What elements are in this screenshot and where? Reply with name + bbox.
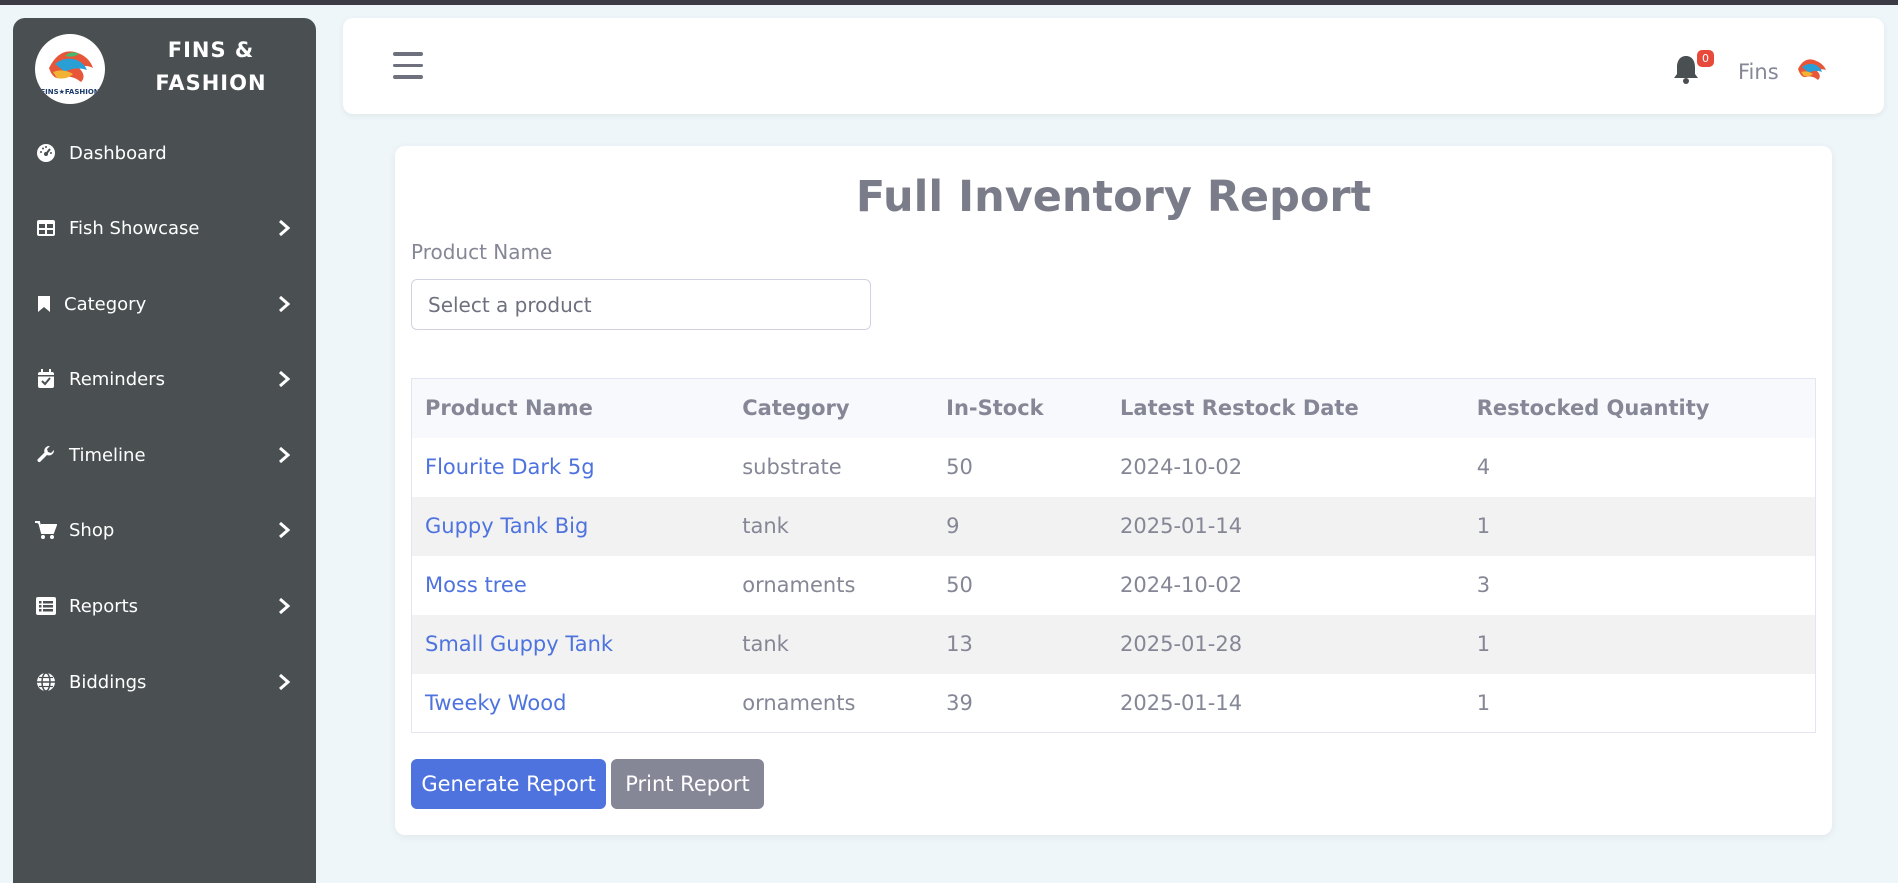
sidebar-item-label: Reports: [69, 595, 139, 617]
product-name-link[interactable]: Flourite Dark 5g: [411, 437, 730, 497]
table-header-row: Product Name Category In-Stock Latest Re…: [411, 378, 1816, 438]
svg-text:FINS★FASHION: FINS★FASHION: [40, 88, 99, 96]
sidebar-item-label: Shop: [69, 519, 115, 541]
sidebar-item-label: Biddings: [69, 671, 147, 693]
column-header-latest-restock-date[interactable]: Latest Restock Date: [1107, 378, 1464, 438]
in-stock-cell: 50: [933, 555, 1108, 615]
chevron-right-icon: [276, 294, 292, 314]
category-cell: substrate: [729, 437, 934, 497]
column-header-restocked-quantity[interactable]: Restocked Quantity: [1463, 378, 1816, 438]
wrench-icon: [35, 444, 57, 466]
inventory-report-card: Full Inventory Report Product Name Selec…: [395, 146, 1832, 835]
category-cell: ornaments: [729, 555, 934, 615]
sidebar-item-reminders[interactable]: Reminders: [13, 349, 316, 409]
window-top-strip: [0, 0, 1898, 5]
generate-report-button[interactable]: Generate Report: [411, 759, 606, 809]
sidebar-item-label: Timeline: [69, 444, 146, 466]
calendar-check-icon: [35, 368, 57, 390]
chevron-right-icon: [276, 672, 292, 692]
chevron-right-icon: [276, 520, 292, 540]
page-title: Full Inventory Report: [855, 172, 1372, 222]
dashboard-gauge-icon: [35, 142, 57, 164]
restocked-quantity-cell: 1: [1463, 496, 1816, 556]
print-report-button[interactable]: Print Report: [611, 759, 764, 809]
restock-date-cell: 2025-01-14: [1107, 496, 1464, 556]
column-header-in-stock[interactable]: In-Stock: [933, 378, 1108, 438]
table-row: Moss tree ornaments 50 2024-10-02 3: [411, 555, 1816, 615]
sidebar-item-fish-showcase[interactable]: Fish Showcase: [13, 198, 316, 258]
category-cell: ornaments: [729, 673, 934, 733]
table-row: Small Guppy Tank tank 13 2025-01-28 1: [411, 614, 1816, 674]
restock-date-cell: 2024-10-02: [1107, 555, 1464, 615]
chevron-right-icon: [276, 369, 292, 389]
table-row: Flourite Dark 5g substrate 50 2024-10-02…: [411, 437, 1816, 497]
chevron-right-icon: [276, 445, 292, 465]
restocked-quantity-cell: 4: [1463, 437, 1816, 497]
shopping-cart-icon: [35, 519, 57, 541]
topbar: 0 Fins: [343, 18, 1884, 114]
product-name-link[interactable]: Small Guppy Tank: [411, 614, 730, 674]
table-row: Guppy Tank Big tank 9 2025-01-14 1: [411, 496, 1816, 556]
product-name-label: Product Name: [411, 240, 553, 264]
product-select-placeholder: Select a product: [428, 292, 592, 317]
sidebar-item-biddings[interactable]: Biddings: [13, 652, 316, 712]
bell-icon: [1674, 56, 1698, 84]
in-stock-cell: 9: [933, 496, 1108, 556]
chevron-right-icon: [276, 596, 292, 616]
in-stock-cell: 39: [933, 673, 1108, 733]
list-alt-icon: [35, 595, 57, 617]
sidebar-item-category[interactable]: Category: [13, 274, 316, 334]
inventory-table: Product Name Category In-Stock Latest Re…: [411, 378, 1816, 733]
hamburger-menu-icon[interactable]: [393, 52, 423, 80]
sidebar-item-shop[interactable]: Shop: [13, 500, 316, 560]
globe-icon: [35, 671, 57, 693]
bookmark-icon: [33, 293, 55, 315]
sidebar-item-label: Category: [64, 293, 147, 315]
sidebar-item-timeline[interactable]: Timeline: [13, 425, 316, 485]
restock-date-cell: 2024-10-02: [1107, 437, 1464, 497]
sidebar-item-reports[interactable]: Reports: [13, 576, 316, 636]
product-name-link[interactable]: Moss tree: [411, 555, 730, 615]
restocked-quantity-cell: 3: [1463, 555, 1816, 615]
sidebar-item-label: Fish Showcase: [69, 217, 200, 239]
column-header-category[interactable]: Category: [729, 378, 934, 438]
restocked-quantity-cell: 1: [1463, 673, 1816, 733]
notifications-bell[interactable]: 0: [1673, 50, 1714, 90]
brand-title: FINS & FASHION: [131, 34, 291, 100]
in-stock-cell: 50: [933, 437, 1108, 497]
product-name-link[interactable]: Tweeky Wood: [411, 673, 730, 733]
sidebar-item-label: Reminders: [69, 368, 165, 390]
chevron-right-icon: [276, 218, 292, 238]
column-header-product-name[interactable]: Product Name: [411, 378, 730, 438]
table-row: Tweeky Wood ornaments 39 2025-01-14 1: [411, 673, 1816, 733]
category-cell: tank: [729, 496, 934, 556]
table-grid-icon: [35, 217, 57, 239]
brand-title-line2: FASHION: [155, 71, 267, 95]
in-stock-cell: 13: [933, 614, 1108, 674]
user-avatar[interactable]: [1792, 51, 1832, 91]
restock-date-cell: 2025-01-14: [1107, 673, 1464, 733]
brand-logo: FINS★FASHION: [35, 34, 105, 104]
product-select[interactable]: Select a product: [411, 279, 871, 330]
category-cell: tank: [729, 614, 934, 674]
product-name-link[interactable]: Guppy Tank Big: [411, 496, 730, 556]
restocked-quantity-cell: 1: [1463, 614, 1816, 674]
sidebar: FINS★FASHION FINS & FASHION Dashboard Fi…: [13, 18, 316, 883]
notification-count-badge: 0: [1697, 50, 1714, 67]
sidebar-brand[interactable]: FINS★FASHION FINS & FASHION: [13, 18, 316, 128]
user-name[interactable]: Fins: [1738, 60, 1779, 84]
sidebar-item-label: Dashboard: [69, 142, 167, 164]
brand-title-line1: FINS &: [167, 38, 255, 62]
restock-date-cell: 2025-01-28: [1107, 614, 1464, 674]
sidebar-item-dashboard[interactable]: Dashboard: [13, 123, 316, 183]
